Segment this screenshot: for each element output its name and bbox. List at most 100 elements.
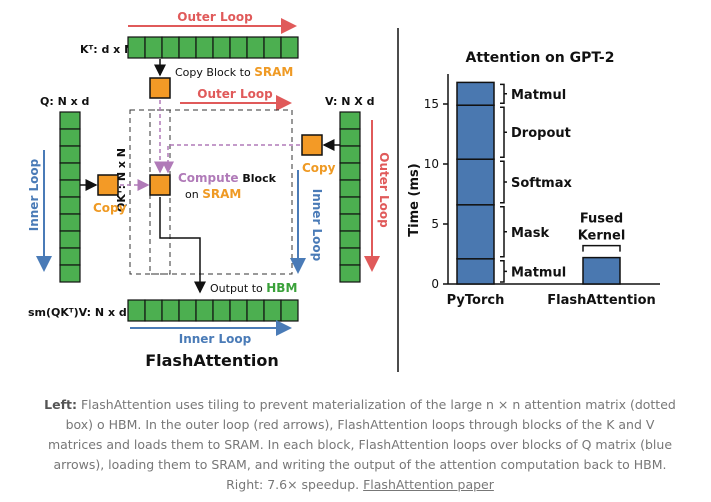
paper-link[interactable]: FlashAttention paper [363,477,494,492]
on-word: on [185,188,202,201]
output-block [178,299,197,322]
segment-label: Matmul [511,265,566,280]
kt-block [195,36,214,59]
fused-label-line1: Fused [580,212,623,227]
attention-matrix-box [129,109,293,275]
v-block [339,145,361,164]
kt-block [280,36,299,59]
y-tick-label: 5 [431,217,439,231]
v-to-compute-arrow [162,144,300,174]
segment-label: Dropout [511,126,571,141]
q-block [59,213,81,232]
v-block [339,179,361,198]
v-block [339,196,361,215]
sram-word-2: SRAM [202,187,241,201]
copy-block-prefix: Copy Block to [175,66,254,79]
flashattention-figure: Outer Loop Kᵀ: d x N Copy Block to SRAM … [27,10,660,372]
compute-block [149,174,171,196]
copy-block-text: Copy Block to SRAM [175,65,293,79]
outer-loop-top-label: Outer Loop [177,10,253,24]
chart-bars [456,81,621,285]
figure-caption: Left: FlashAttention uses tiling to prev… [40,395,680,495]
qkt-label: QKᵀ: N x N [115,148,128,212]
compute-text-1: Compute Block [178,171,277,185]
fused-label-line2: Kernel [578,229,626,244]
output-block [280,299,299,322]
sram-word: SRAM [254,65,293,79]
segment-bracket [500,206,507,258]
output-block [195,299,214,322]
output-matrix [127,299,299,322]
segment-label: Softmax [511,176,572,191]
diagram: Outer Loop Kᵀ: d x N Copy Block to SRAM … [27,10,391,370]
q-block [59,264,81,283]
q-label: Q: N x d [40,95,89,108]
block-word: Block [239,172,277,185]
q-block [59,230,81,249]
v-block [339,213,361,232]
bar-segment [456,204,495,260]
kt-block [212,36,231,59]
segment-bracket [500,106,507,158]
inner-loop-left-label: Inner Loop [27,158,41,231]
kt-block [178,36,197,59]
q-block [59,111,81,130]
segment-bracket [500,260,507,283]
kt-matrix [127,36,299,59]
chart-ylabel: Time (ms) [407,163,422,236]
inner-loop-bottom-label: Inner Loop [179,332,252,346]
outer-loop-right-label: Outer Loop [377,152,391,228]
q-block [59,196,81,215]
q-sram-block [97,174,119,196]
kt-block [263,36,282,59]
output-matrix-label: sm(QKᵀ)V: N x d [28,306,127,319]
kt-sram-block [149,77,171,99]
output-block [229,299,248,322]
segment-bracket [500,160,507,204]
y-tick-label: 0 [431,277,439,291]
hbm-word: HBM [266,281,297,295]
segment-label: Mask [511,226,549,241]
bar-segment [456,158,495,206]
caption-text: FlashAttention uses tiling to prevent ma… [47,397,676,492]
caption-left-bold: Left: [44,397,77,412]
output-block [263,299,282,322]
q-block [59,128,81,147]
fused-bracket [582,244,621,252]
q-block [59,162,81,181]
compute-text-2: on SRAM [185,187,241,201]
output-block [144,299,163,322]
output-block [246,299,265,322]
compute-word: Compute [178,171,239,185]
attention-chart: Attention on GPT-2 Time (ms) 0 5 10 15 Matm… [407,50,660,308]
output-prefix: Output to [210,282,266,295]
bar-segment [582,256,621,285]
q-block [59,145,81,164]
bar-segment [456,104,495,160]
kt-block [229,36,248,59]
copy-right-label: Copy [302,161,336,175]
chart-title: Attention on GPT-2 [466,50,615,66]
x-category-label: FlashAttention [547,293,656,308]
copy-left-label: Copy [93,201,127,215]
q-block [59,179,81,198]
bar-segment [456,258,495,285]
inner-loop-right-label: Inner Loop [310,189,324,262]
chart-labels: Matmul Mask Softmax Dropout Matmul PyTorch Fus… [447,83,656,308]
kt-block [144,36,163,59]
v-block [339,128,361,147]
output-text: Output to HBM [210,281,297,295]
v-block [339,162,361,181]
x-category-label: PyTorch [447,293,505,308]
v-block [339,111,361,130]
kt-label: Kᵀ: d x N [80,43,133,56]
v-matrix [339,111,361,283]
q-block [59,247,81,266]
v-block [339,247,361,266]
segment-bracket [500,83,507,104]
y-tick-label: 15 [424,97,439,111]
kt-block [161,36,180,59]
output-block [127,299,146,322]
output-block [212,299,231,322]
kt-block [246,36,265,59]
